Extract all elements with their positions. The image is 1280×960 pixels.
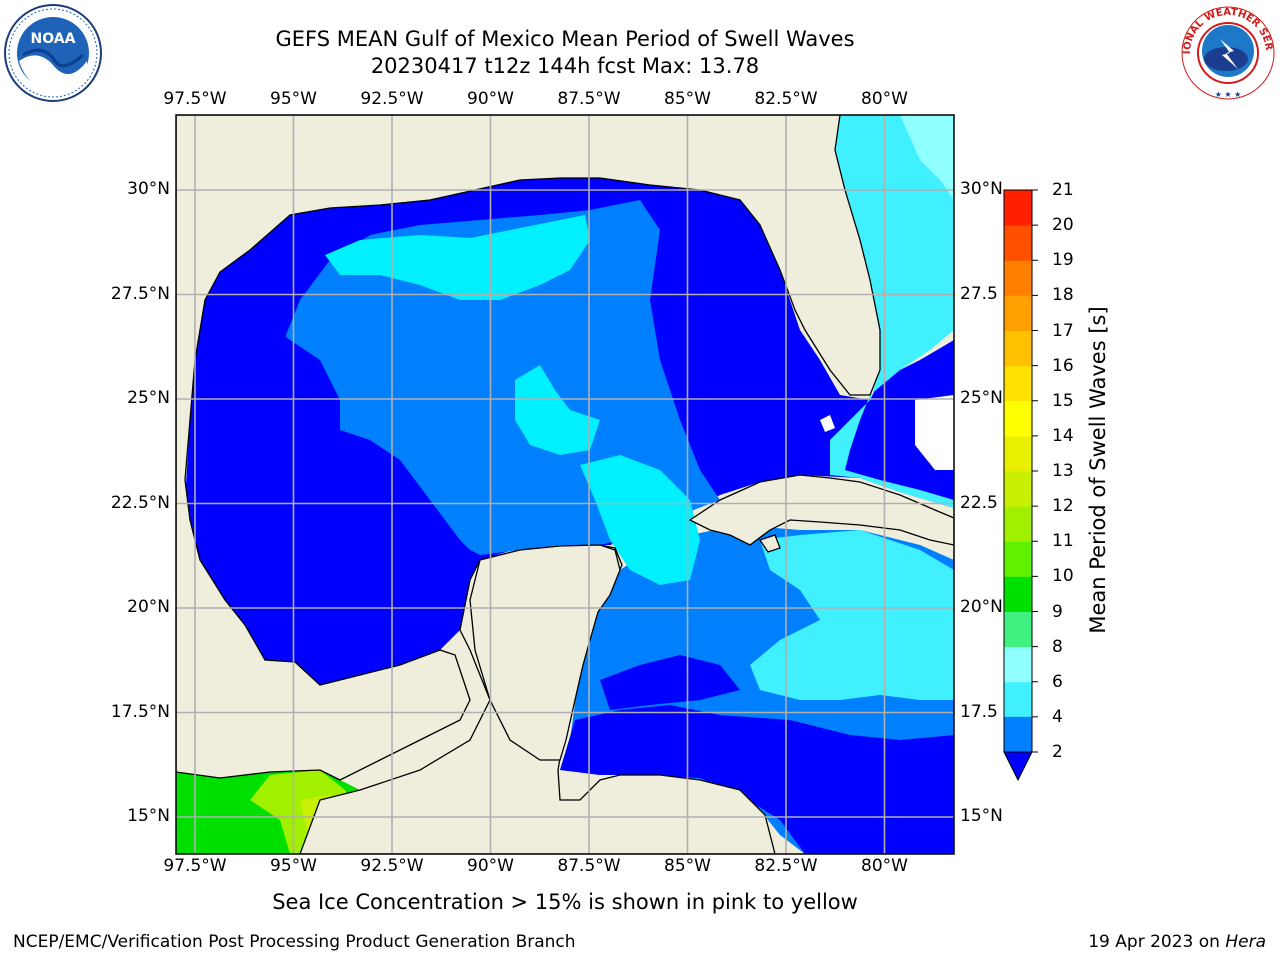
yucatan-channel-cyan-band: [580, 455, 700, 585]
credit-line: NCEP/EMC/Verification Post Processing Pr…: [13, 932, 576, 952]
colorbar-segment: [1004, 681, 1032, 718]
colorbar-tick-label: 15: [1052, 390, 1074, 411]
colorbar-segment: [1004, 506, 1032, 542]
mexico-coast-land: [176, 115, 881, 781]
colorbar-tick-label: 17: [1052, 320, 1074, 341]
gulf-central-cyan-band: [515, 365, 600, 455]
colorbar-tick-label: 6: [1052, 671, 1063, 692]
colorbar-tick-label: 8: [1052, 636, 1063, 657]
latitude-label-right: 30°N: [960, 179, 1003, 199]
map-frame: [175, 114, 955, 855]
map-gridlines: [176, 115, 954, 854]
longitude-label-bottom: 87.5°W: [557, 856, 621, 876]
latitude-label-left: 27.5°N: [110, 283, 170, 304]
longitude-label-top: 92.5°W: [360, 89, 424, 109]
campeche-bay-deep-water: [190, 315, 480, 680]
longitude-label-bottom: 97.5°W: [163, 856, 227, 876]
colorbar-segment: [1004, 576, 1032, 612]
date-line: 19 Apr 2023 on Hera: [1088, 932, 1266, 952]
colorbar-tick-label: 18: [1052, 285, 1074, 306]
colorbar-segment: [1004, 225, 1032, 261]
colorbar-segment: [1004, 716, 1032, 752]
gulf-northern-cyan-band: [325, 215, 590, 300]
longitude-label-top: 80°W: [861, 89, 908, 109]
longitude-label-bottom: 92.5°W: [360, 856, 424, 876]
colorbar-tick-label: 12: [1052, 496, 1074, 517]
longitude-label-top: 90°W: [467, 89, 514, 109]
colorbar-tick-label: 13: [1052, 461, 1074, 481]
longitude-label-top: 95°W: [270, 89, 317, 109]
noaa-logo: NOAA: [4, 4, 102, 102]
latitude-label-left: 17.5°N: [110, 701, 170, 722]
colorbar-segment: [1004, 400, 1032, 437]
date-text: 19 Apr 2023 on: [1088, 932, 1220, 952]
caribbean-light-water: [750, 530, 954, 700]
colorbar: [1003, 189, 1038, 782]
colorbar-title: Mean Period of Swell Waves [s]: [1086, 306, 1110, 634]
map-plot-area: [176, 115, 954, 854]
latitude-label-left: 30°N: [127, 179, 170, 199]
colorbar-segment: [1004, 435, 1032, 472]
latitude-label-right: 15°N: [960, 806, 1003, 826]
cayman-trough-water: [600, 655, 740, 710]
colorbar-segment: [1004, 541, 1032, 577]
colorbar-under-extension: [1003, 751, 1033, 782]
latitude-label-right: 25°N: [960, 388, 1003, 408]
bahamas-deep-water: [920, 340, 954, 405]
latitude-label-left: 22.5°N: [110, 492, 170, 513]
isla-juventud-land: [758, 534, 781, 553]
colorbar-tick-label: 4: [1052, 706, 1063, 727]
florida-keys-land: [820, 415, 835, 432]
noaa-logo-text: NOAA: [31, 31, 76, 47]
latitude-label-right: 27.5: [960, 283, 998, 304]
colorbar-tick-label: 9: [1052, 601, 1063, 622]
colorbar-tick-label: 19: [1052, 250, 1074, 271]
latitude-label-right: 22.5: [960, 492, 998, 513]
latitude-label-left: 15°N: [127, 806, 170, 826]
colorbar-tick-label: 20: [1052, 215, 1074, 236]
atlantic-water: [830, 115, 954, 508]
sea-ice-note: Sea Ice Concentration > 15% is shown in …: [272, 890, 858, 914]
longitude-label-bottom: 95°W: [270, 856, 317, 876]
colorbar-segment: [1004, 611, 1032, 648]
longitude-label-bottom: 82.5°W: [754, 856, 818, 876]
colorbar-segment: [1004, 190, 1032, 226]
host-name: Hera: [1225, 932, 1266, 952]
longitude-label-bottom: 90°W: [467, 856, 514, 876]
colorbar-segment: [1004, 471, 1032, 507]
longitude-label-top: 87.5°W: [557, 89, 621, 109]
chart-subtitle: 20230417 t12z 144h fcst Max: 13.78: [370, 54, 760, 78]
colorbar-segment: [1004, 295, 1032, 331]
colorbar-tick-label: 21: [1052, 180, 1074, 200]
colorbar-tick-label: 16: [1052, 355, 1074, 376]
longitude-label-bottom: 85°W: [664, 856, 711, 876]
colorbar-segment: [1004, 365, 1032, 402]
cuba-land: [688, 474, 954, 546]
colorbar-segment: [1004, 330, 1032, 367]
longitude-label-top: 82.5°W: [754, 89, 818, 109]
svg-text:★ ★ ★: ★ ★ ★: [1215, 90, 1242, 99]
colorbar-segment: [1004, 646, 1032, 683]
atlantic-light-water: [900, 115, 954, 200]
longitude-label-top: 85°W: [664, 89, 711, 109]
latitude-label-left: 25°N: [127, 388, 170, 408]
hispaniola-edge-land: [915, 395, 954, 470]
colorbar-segment: [1004, 260, 1032, 296]
colorbar-tick-label: 10: [1052, 566, 1074, 587]
longitude-label-bottom: 80°W: [861, 856, 908, 876]
colorbar-tick-label: 11: [1052, 531, 1074, 552]
nws-logo: NATIONAL WEATHER SERVICE ★ ★ ★: [1178, 3, 1276, 101]
colorbar-tick-label: 2: [1052, 742, 1063, 762]
chart-title: GEFS MEAN Gulf of Mexico Mean Period of …: [275, 27, 855, 51]
latitude-label-right: 20°N: [960, 597, 1003, 617]
colorbar-tick-label: 14: [1052, 425, 1074, 446]
longitude-label-top: 97.5°W: [163, 89, 227, 109]
latitude-label-left: 20°N: [127, 597, 170, 617]
latitude-label-right: 17.5: [960, 701, 998, 722]
